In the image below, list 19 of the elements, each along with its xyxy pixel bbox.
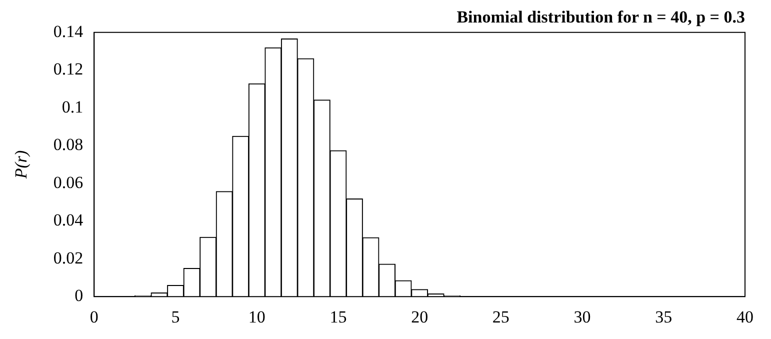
x-tick-label: 20 (411, 307, 428, 326)
y-tick-label: 0.12 (53, 60, 84, 79)
chart-title: Binomial distribution for n = 40, p = 0.3 (456, 8, 745, 27)
y-tick-label: 0.1 (62, 97, 84, 116)
x-tick-label: 5 (171, 307, 180, 326)
y-tick-label: 0.02 (53, 248, 84, 268)
x-tick-label: 10 (248, 307, 266, 326)
y-tick-label: 0.14 (53, 22, 84, 41)
x-tick-label: 0 (90, 307, 98, 326)
x-tick-label: 15 (330, 307, 347, 326)
x-tick-label: 35 (655, 307, 672, 326)
y-tick-label: 0.04 (53, 210, 84, 230)
x-tick-label: 25 (492, 307, 510, 326)
x-tick-label: 30 (574, 307, 591, 326)
y-tick-label: 0 (74, 286, 84, 306)
y-tick-label: 0.06 (53, 172, 84, 192)
x-tick-label: 40 (736, 307, 754, 326)
y-axis-title: P(r) (12, 150, 31, 180)
y-tick-label: 0.08 (53, 135, 84, 154)
